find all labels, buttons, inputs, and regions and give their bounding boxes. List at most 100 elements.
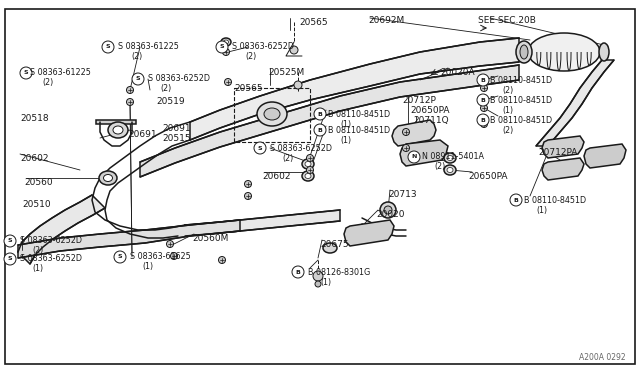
Text: S 08363-6252D: S 08363-6252D (148, 74, 210, 83)
Text: N 08911-5401A: N 08911-5401A (422, 152, 484, 161)
Text: B: B (513, 198, 518, 202)
Circle shape (403, 128, 410, 135)
Text: (2): (2) (42, 78, 53, 87)
Circle shape (408, 151, 420, 163)
Circle shape (102, 41, 114, 53)
Polygon shape (190, 38, 519, 140)
Text: (2): (2) (131, 52, 142, 61)
Circle shape (4, 235, 16, 247)
Text: 20020: 20020 (376, 210, 404, 219)
Text: 20692M: 20692M (368, 16, 404, 25)
Circle shape (481, 84, 488, 92)
Text: (2): (2) (282, 154, 293, 163)
Text: B 08110-8451D: B 08110-8451D (490, 96, 552, 105)
Circle shape (315, 281, 321, 287)
Text: 20020A: 20020A (440, 68, 475, 77)
Ellipse shape (113, 126, 123, 134)
Text: 20675: 20675 (320, 240, 349, 249)
Text: 20565: 20565 (234, 84, 262, 93)
Text: (2): (2) (160, 84, 172, 93)
Polygon shape (392, 120, 436, 146)
Text: 20713: 20713 (388, 190, 417, 199)
Ellipse shape (444, 165, 456, 175)
Circle shape (20, 67, 32, 79)
Text: B: B (481, 118, 485, 122)
Text: B: B (481, 97, 485, 103)
Text: 20711Q: 20711Q (413, 116, 449, 125)
Text: B 08126-8301G: B 08126-8301G (308, 268, 371, 277)
Text: (2): (2) (32, 246, 44, 255)
Circle shape (481, 121, 488, 128)
Text: 20518: 20518 (20, 114, 49, 123)
Polygon shape (536, 60, 614, 146)
Ellipse shape (104, 174, 113, 182)
Text: 20560: 20560 (24, 178, 52, 187)
Circle shape (314, 108, 326, 120)
Text: S 08363-6252D: S 08363-6252D (20, 236, 82, 245)
Ellipse shape (302, 171, 314, 181)
Text: S 08363-61225: S 08363-61225 (118, 42, 179, 51)
Text: 20519: 20519 (156, 97, 184, 106)
Text: 20650PA: 20650PA (410, 106, 449, 115)
Text: (1): (1) (340, 120, 351, 129)
Text: B: B (296, 269, 300, 275)
Ellipse shape (223, 40, 228, 44)
Polygon shape (344, 220, 394, 246)
Circle shape (307, 167, 314, 173)
Ellipse shape (528, 33, 600, 71)
Circle shape (170, 253, 177, 260)
Ellipse shape (599, 43, 609, 61)
Ellipse shape (323, 243, 337, 253)
Circle shape (314, 124, 326, 136)
Circle shape (292, 266, 304, 278)
Polygon shape (96, 120, 136, 124)
Text: 20691: 20691 (128, 130, 157, 139)
Text: S: S (136, 77, 140, 81)
Circle shape (4, 253, 16, 265)
Ellipse shape (99, 171, 117, 185)
Circle shape (290, 46, 298, 54)
Text: (1): (1) (142, 262, 153, 271)
Circle shape (132, 73, 144, 85)
Circle shape (307, 154, 314, 161)
Ellipse shape (108, 122, 128, 138)
Text: S 08363-6252D: S 08363-6252D (232, 42, 294, 51)
Circle shape (481, 105, 488, 112)
Text: 20560M: 20560M (192, 234, 228, 243)
Text: (2): (2) (502, 86, 513, 95)
Text: S 08363-61625: S 08363-61625 (130, 252, 191, 261)
Text: S: S (106, 45, 110, 49)
Text: S: S (258, 145, 262, 151)
Ellipse shape (305, 173, 311, 179)
Text: (2): (2) (502, 126, 513, 135)
Text: (1): (1) (32, 264, 43, 273)
Text: S: S (220, 45, 224, 49)
Text: 20525M: 20525M (268, 68, 304, 77)
Ellipse shape (264, 108, 280, 120)
Text: (1): (1) (502, 106, 513, 115)
Polygon shape (185, 210, 340, 236)
Text: 20712PA: 20712PA (538, 148, 577, 157)
Circle shape (127, 99, 134, 106)
Circle shape (477, 94, 489, 106)
Text: (1): (1) (320, 278, 331, 287)
Circle shape (380, 202, 396, 218)
Text: B 08110-8451D: B 08110-8451D (524, 196, 586, 205)
Ellipse shape (257, 102, 287, 126)
Polygon shape (18, 220, 240, 258)
Text: 20510: 20510 (22, 200, 51, 209)
Text: S: S (8, 257, 12, 262)
Circle shape (384, 206, 392, 214)
Text: 20602: 20602 (20, 154, 49, 163)
Text: (1): (1) (340, 136, 351, 145)
Text: S: S (118, 254, 122, 260)
Circle shape (477, 114, 489, 126)
Circle shape (403, 144, 410, 151)
Circle shape (218, 257, 225, 263)
Text: 20602: 20602 (262, 172, 291, 181)
Text: B: B (481, 77, 485, 83)
Circle shape (244, 192, 252, 199)
Ellipse shape (221, 38, 231, 46)
Text: 20565: 20565 (299, 18, 328, 27)
Text: S 08363-6252D: S 08363-6252D (20, 254, 82, 263)
